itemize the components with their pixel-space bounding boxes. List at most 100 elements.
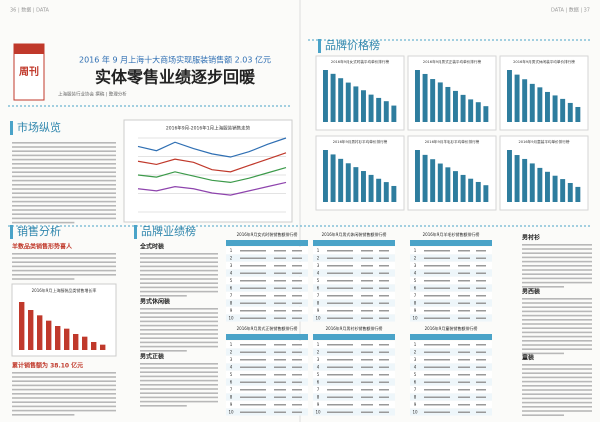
table-row [313,292,395,299]
rank: 7 [317,293,320,298]
cell-text [292,396,302,398]
text-line [12,253,116,255]
table-row [226,284,308,292]
cell-text [379,280,389,282]
text-line [12,257,116,259]
cell-text [274,302,286,304]
cell-text [327,317,353,319]
text-line [522,340,592,342]
rank: 9 [230,402,233,407]
cell-text [424,317,450,319]
logo: 周刊 [19,66,39,78]
cell-text [240,389,266,391]
text-line [12,414,75,416]
bar [415,150,420,202]
table-row [226,408,308,416]
text-line [12,175,116,178]
cell-text [292,265,302,267]
cell-text [379,287,389,289]
bar [376,97,382,122]
cell-text [274,396,286,398]
cell-text [424,359,450,361]
cell-text [379,344,389,346]
cell-text [327,302,353,304]
line-series [137,167,287,184]
cell-text [292,411,302,413]
bar [422,73,428,122]
headline: 实体零售业绩逐步回暖 [95,68,256,87]
bar [567,182,573,202]
cell-text [424,374,450,376]
text-line [140,269,218,272]
text-line [140,282,218,284]
cell-text [240,250,266,252]
rank: 7 [317,387,320,392]
text-line [12,200,116,203]
bar [28,310,34,350]
rank: 3 [317,263,320,268]
bar [453,90,458,122]
cell-text [327,411,353,413]
rank: 7 [414,387,417,392]
text-line [140,308,218,310]
cell-text [274,359,286,361]
rank: 3 [230,263,233,268]
bar [383,182,389,202]
cell-text [292,359,302,361]
cell-text [240,396,266,398]
rank: 1 [317,342,320,347]
subhead: 男式休闲装 [140,298,170,306]
cell-text [240,411,266,413]
rank: 9 [414,308,417,313]
cell-text [327,404,353,406]
bar [545,91,550,122]
bar [353,86,359,122]
rank: 5 [317,372,320,377]
cell-text [379,310,389,312]
bar [460,94,466,122]
text-line [140,329,218,331]
section-tab [318,39,321,53]
table-row [410,277,492,284]
chart-frame [315,135,405,211]
cell-text [361,411,373,413]
cell-text [361,374,373,376]
cell-text [424,351,450,353]
cell-text [424,287,450,289]
line-series [137,137,287,158]
table-row [226,269,308,277]
cell-text [458,272,470,274]
text-line [12,209,116,211]
table-row [313,386,395,393]
cell-text [292,287,302,289]
bar [437,163,443,202]
text-line [522,265,592,267]
cell-text [327,257,353,259]
cell-text [361,404,373,406]
cell-text [458,404,470,406]
bar [64,328,70,350]
rank: 7 [414,293,417,298]
table-row [410,299,492,307]
text-line [12,397,116,399]
text-line [522,302,592,304]
table-row [313,284,395,292]
cell-text [292,310,302,312]
text-line [12,274,116,276]
cell-text [292,272,302,274]
cell-text [424,265,450,267]
bar [19,302,25,350]
cell-text [240,310,266,312]
bar [55,326,61,350]
bar [507,70,512,122]
text-line [140,316,218,318]
cell-text [379,272,389,274]
cell-text [327,389,353,391]
cell-text [327,366,353,368]
rank: 2 [414,349,417,354]
text-line [522,348,592,350]
text-line [522,244,592,246]
text-line [522,331,592,334]
cell-text [292,257,302,259]
bar [575,106,581,122]
